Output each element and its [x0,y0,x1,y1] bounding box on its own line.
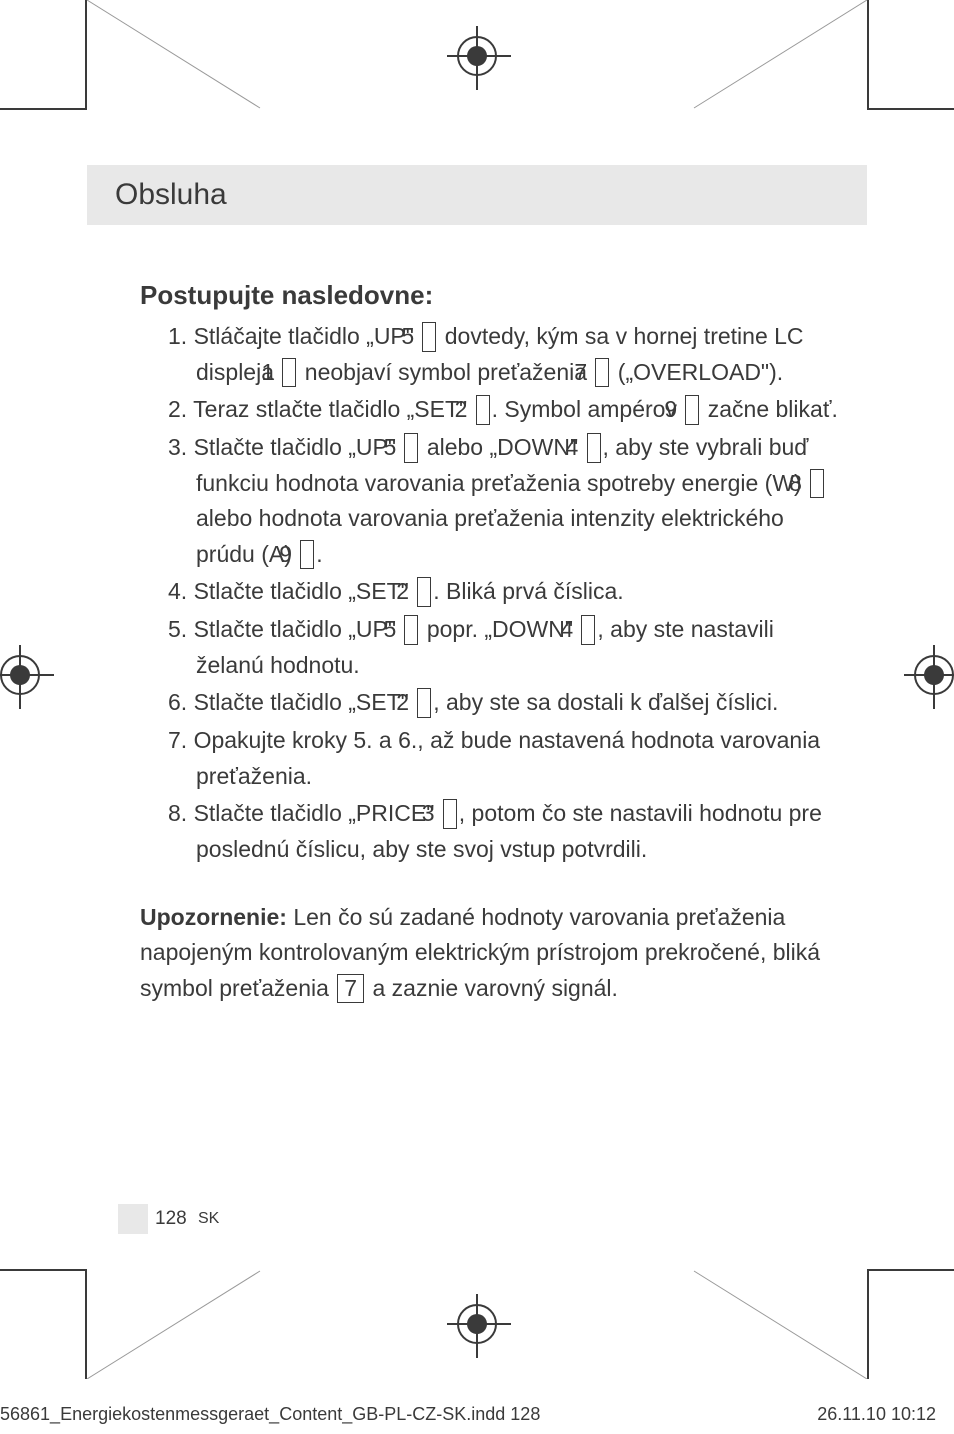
instruction-item: 7. Opakujte kroky 5. a 6., až bude nasta… [168,723,840,794]
instruction-item: 3. Stlačte tlačidlo „UP" 5 alebo „DOWN" … [168,430,840,573]
key-ref: 9 [300,540,314,570]
registration-mark [457,1304,497,1344]
content-area: Postupujte nasledovne: 1. Stláčajte tlač… [140,280,840,1007]
instruction-list: 1. Stláčajte tlačidlo „UP" 5 dovtedy, ký… [140,319,840,868]
instruction-item: 8. Stlačte tlačidlo „PRICE" 3, potom čo … [168,796,840,867]
key-ref: 5 [404,615,418,645]
instruction-item: 6. Stlačte tlačidlo „SET" 2, aby ste sa … [168,685,840,721]
key-ref: 1 [282,358,296,388]
instruction-item: 1. Stláčajte tlačidlo „UP" 5 dovtedy, ký… [168,319,840,390]
crop-mark [0,1269,87,1271]
key-ref: 2 [476,395,490,425]
key-ref: 7 [337,974,364,1004]
crop-mark [85,1269,87,1379]
page-language: SK [198,1210,219,1228]
crop-mark [867,0,869,110]
crop-mark [867,1269,954,1271]
registration-mark [457,36,497,76]
page-number-band [118,1204,148,1234]
page-number: 128 [155,1208,187,1230]
note-paragraph: Upozornenie: Len čo sú zadané hodnoty va… [140,900,840,1007]
instructions-heading: Postupujte nasledovne: [140,280,840,311]
key-ref: 5 [404,433,418,463]
registration-mark [0,655,40,695]
key-ref: 7 [595,358,609,388]
key-ref: 5 [422,322,436,352]
note-label: Upozornenie: [140,904,287,930]
crop-mark [867,1269,869,1379]
instruction-item: 5. Stlačte tlačidlo „UP" 5 popr. „DOWN" … [168,612,840,683]
instruction-item: 4. Stlačte tlačidlo „SET" 2. Bliká prvá … [168,574,840,610]
key-ref: 9 [685,395,699,425]
key-ref: 4 [581,615,595,645]
crop-mark [85,0,87,110]
key-ref: 4 [587,433,601,463]
key-ref: 2 [417,688,431,718]
key-ref: 2 [417,577,431,607]
registration-mark [914,655,954,695]
key-ref: 3 [443,799,457,829]
footer-filename: 56861_Energiekostenmessgeraet_Content_GB… [0,1404,540,1425]
section-header-band: Obsluha [87,165,867,225]
crop-mark [0,108,87,110]
key-ref: 8 [810,469,824,499]
crop-mark [867,108,954,110]
footer: 56861_Energiekostenmessgeraet_Content_GB… [0,1394,954,1434]
section-title: Obsluha [115,178,227,212]
instruction-item: 2. Teraz stlačte tlačidlo „SET" 2. Symbo… [168,392,840,428]
footer-timestamp: 26.11.10 10:12 [817,1404,936,1425]
